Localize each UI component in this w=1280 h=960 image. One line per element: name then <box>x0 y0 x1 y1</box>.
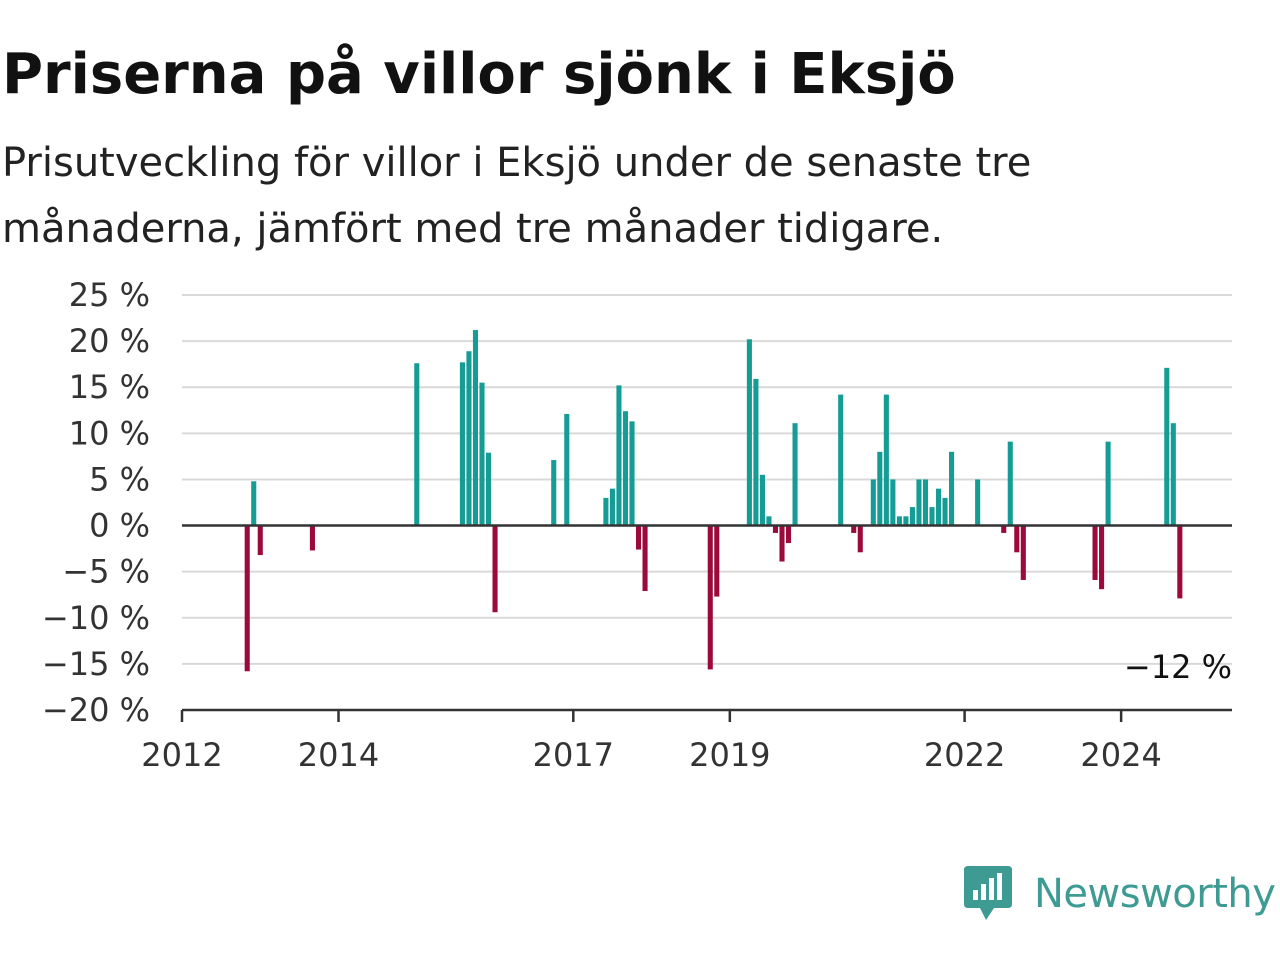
bar[interactable] <box>759 474 765 526</box>
x-tick-label: 2022 <box>924 736 1005 774</box>
y-tick-label: 5 % <box>89 460 150 498</box>
bar[interactable] <box>642 525 648 592</box>
bar[interactable] <box>466 351 472 526</box>
bar[interactable] <box>609 488 615 526</box>
bar[interactable] <box>251 481 257 526</box>
bar[interactable] <box>564 413 570 526</box>
bar[interactable] <box>779 525 785 562</box>
bar[interactable] <box>629 421 635 526</box>
bar[interactable] <box>792 423 798 526</box>
bar[interactable] <box>1105 441 1111 526</box>
bar[interactable] <box>485 452 492 526</box>
newsworthy-logo[interactable]: Newsworthy <box>962 864 1276 924</box>
bar[interactable] <box>785 525 792 544</box>
x-tick-label: 2014 <box>298 736 379 774</box>
bar[interactable] <box>714 525 720 597</box>
bar[interactable] <box>1099 525 1105 590</box>
bar[interactable] <box>707 525 713 670</box>
bar[interactable] <box>857 525 863 553</box>
x-tick-label: 2012 <box>141 736 222 774</box>
bar[interactable] <box>616 385 622 526</box>
bar[interactable] <box>1092 525 1098 580</box>
bar[interactable] <box>551 460 557 526</box>
bar[interactable] <box>603 497 609 526</box>
bar[interactable] <box>922 479 929 526</box>
bar[interactable] <box>746 339 752 526</box>
bar[interactable] <box>1177 525 1183 599</box>
bar-chart: 25 % 20 % 15 % 10 % 5 % 0 % −5 % −10 % −15 % −20 … <box>42 276 1232 774</box>
bar[interactable] <box>949 451 955 526</box>
bar[interactable] <box>1007 441 1013 526</box>
y-tick-label: 25 % <box>69 276 150 314</box>
bar[interactable] <box>851 525 857 533</box>
bar[interactable] <box>244 525 250 672</box>
bar[interactable] <box>753 378 759 526</box>
y-tick-label: −10 % <box>42 599 150 637</box>
y-tick-label: −20 % <box>42 691 150 729</box>
x-tick-label: 2024 <box>1080 736 1161 774</box>
bar[interactable] <box>942 497 948 526</box>
bar[interactable] <box>935 488 942 526</box>
y-tick-label: −5 % <box>62 553 150 591</box>
chart-title: Priserna på villor sjönk i Eksjö <box>2 42 956 107</box>
bars <box>244 330 1183 672</box>
x-tick-label: 2019 <box>689 736 770 774</box>
bar[interactable] <box>309 525 315 551</box>
bar[interactable] <box>257 525 263 556</box>
last-value-annotation: −12 % <box>1124 648 1232 686</box>
bar[interactable] <box>622 411 629 526</box>
y-tick-label: 0 % <box>89 507 150 545</box>
brand-name: Newsworthy <box>1034 871 1276 917</box>
y-tick-label: 20 % <box>69 322 150 360</box>
tick-labels: 25 % 20 % 15 % 10 % 5 % 0 % −5 % −10 % −15 % −20 … <box>42 276 1162 774</box>
bar[interactable] <box>1001 525 1007 533</box>
gridlines <box>182 294 1232 665</box>
axes <box>180 524 1232 722</box>
bar[interactable] <box>414 363 420 526</box>
bar[interactable] <box>975 479 981 526</box>
bar[interactable] <box>838 394 844 526</box>
x-tick-label: 2017 <box>533 736 614 774</box>
bar[interactable] <box>929 507 935 526</box>
bar[interactable] <box>1014 525 1020 553</box>
bar[interactable] <box>635 525 642 550</box>
bar[interactable] <box>877 451 883 526</box>
chart-subtitle: Prisutveckling för villor i Eksjö under … <box>2 140 1032 252</box>
bar[interactable] <box>772 525 779 533</box>
y-tick-label: 15 % <box>69 368 150 406</box>
bar[interactable] <box>909 507 915 526</box>
bar[interactable] <box>1164 367 1170 526</box>
bar[interactable] <box>766 516 772 526</box>
bar[interactable] <box>479 382 485 526</box>
bar[interactable] <box>903 516 909 526</box>
bar[interactable] <box>896 516 902 526</box>
newsworthy-logo-icon <box>964 866 1012 920</box>
bar[interactable] <box>870 479 876 526</box>
bar[interactable] <box>916 479 922 526</box>
bar[interactable] <box>890 479 896 526</box>
bar[interactable] <box>492 525 498 613</box>
bar[interactable] <box>472 330 479 526</box>
bar[interactable] <box>1170 423 1176 526</box>
y-tick-label: −15 % <box>42 645 150 683</box>
bar[interactable] <box>883 394 889 526</box>
y-tick-label: 10 % <box>69 414 150 452</box>
bar[interactable] <box>459 362 465 526</box>
bar[interactable] <box>1020 525 1026 580</box>
